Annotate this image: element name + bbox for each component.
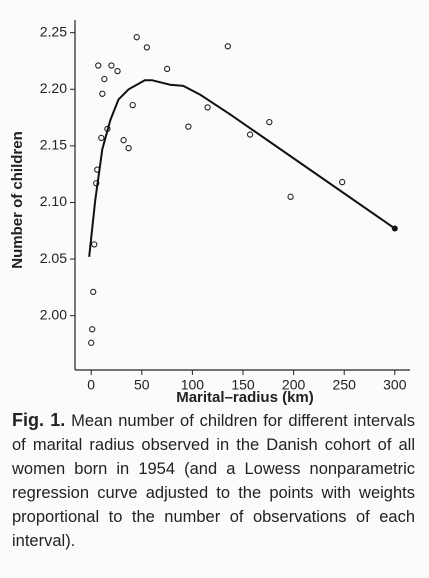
y-axis-label: Number of children xyxy=(9,131,26,269)
x-tick-label: 50 xyxy=(134,377,150,393)
x-tick-label: 150 xyxy=(231,377,255,393)
chart: Marital–radius (km) Number of children 2… xyxy=(9,20,410,405)
data-point xyxy=(224,43,231,50)
data-point xyxy=(98,134,105,142)
x-tick-label: 0 xyxy=(87,377,95,393)
lowess-curve xyxy=(88,79,396,257)
caption-text: Mean number of children for different in… xyxy=(12,412,415,550)
data-point xyxy=(95,62,102,69)
data-point xyxy=(125,144,132,152)
data-point xyxy=(246,131,254,138)
data-point xyxy=(108,62,115,69)
data-point xyxy=(90,288,97,296)
y-tick-label: 2.10 xyxy=(40,193,67,209)
data-point xyxy=(129,101,136,109)
data-point xyxy=(287,193,294,200)
data-point xyxy=(339,178,346,186)
x-axis-label: Marital–radius (km) xyxy=(176,389,314,405)
y-tick-label: 2.00 xyxy=(40,306,67,322)
x-tick-label: 200 xyxy=(282,377,306,393)
x-tick-label: 300 xyxy=(383,377,407,393)
caption-label: Fig. 1. xyxy=(12,410,66,430)
y-tick-label: 2.25 xyxy=(40,23,67,39)
data-point xyxy=(133,34,140,41)
data-point xyxy=(163,65,171,73)
data-point xyxy=(89,326,96,333)
data-point xyxy=(88,339,95,346)
curve-end-dot xyxy=(391,225,398,232)
data-point xyxy=(204,104,211,111)
data-point xyxy=(101,75,108,83)
y-tick-label: 2.20 xyxy=(40,80,67,96)
caption: Fig. 1. Mean number of children for diff… xyxy=(12,408,415,553)
data-point xyxy=(120,137,127,144)
data-point xyxy=(114,67,121,75)
data-point xyxy=(143,44,151,51)
data-point xyxy=(91,241,98,248)
data-point xyxy=(185,123,192,130)
x-tick-label: 100 xyxy=(181,377,205,393)
data-point xyxy=(99,90,106,97)
x-tick-label: 250 xyxy=(333,377,357,393)
data-point xyxy=(266,118,273,126)
y-tick-label: 2.15 xyxy=(40,137,67,153)
y-tick-label: 2.05 xyxy=(40,250,67,266)
